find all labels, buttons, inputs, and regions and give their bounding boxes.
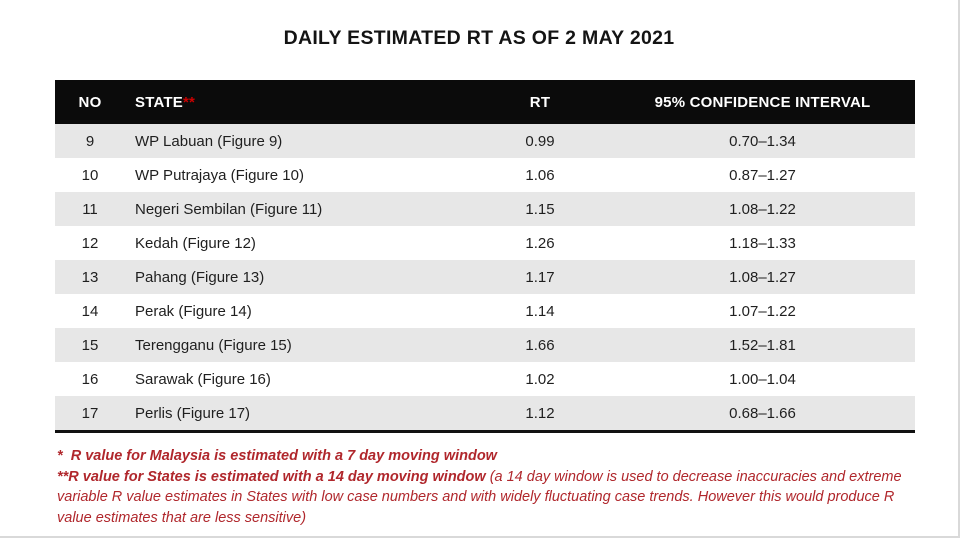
cell-state: Sarawak (Figure 16) [135, 370, 271, 388]
cell-rt: 1.15 [525, 200, 555, 218]
cell-rt: 1.06 [525, 166, 555, 184]
cell-ci: 0.70–1.34 [729, 132, 796, 150]
table-row: 9 WP Labuan (Figure 9) 0.99 0.70–1.34 [55, 124, 915, 158]
footnote-states: **R value for States is estimated with a… [57, 467, 909, 529]
cell-no: 16 [81, 370, 99, 388]
cell-rt: 1.12 [525, 404, 555, 422]
cell-ci: 0.87–1.27 [729, 166, 796, 184]
cell-state: Kedah (Figure 12) [135, 234, 256, 252]
table-row: 15 Terengganu (Figure 15) 1.66 1.52–1.81 [55, 328, 915, 362]
footnote-states-bold: **R value for States is estimated with a… [57, 468, 486, 485]
footnote-states-rest: (a 14 day window is used to decrease ina… [57, 468, 902, 526]
cell-state: Terengganu (Figure 15) [135, 336, 292, 354]
cell-rt: 0.99 [525, 132, 555, 150]
cell-ci: 0.68–1.66 [729, 404, 796, 422]
cell-ci: 1.00–1.04 [729, 370, 796, 388]
cell-rt: 1.17 [525, 268, 555, 286]
table-row: 16 Sarawak (Figure 16) 1.02 1.00–1.04 [55, 362, 915, 396]
cell-state: Pahang (Figure 13) [135, 268, 265, 286]
cell-rt: 1.02 [525, 370, 555, 388]
cell-ci: 1.18–1.33 [729, 234, 796, 252]
rt-table-container: NO STATE** RT 95% CONFIDENCE INTERVAL 9 … [55, 80, 915, 433]
cell-no: 13 [81, 268, 99, 286]
cell-no: 11 [82, 200, 98, 218]
cell-rt: 1.26 [525, 234, 555, 252]
cell-ci: 1.08–1.27 [729, 268, 796, 286]
cell-ci: 1.08–1.22 [729, 200, 796, 218]
table-row: 14 Perak (Figure 14) 1.14 1.07–1.22 [55, 294, 915, 328]
header-state: STATE** [125, 80, 470, 124]
header-state-asterisks: ** [182, 93, 196, 111]
cell-rt: 1.66 [525, 336, 555, 354]
cell-no: 15 [81, 336, 99, 354]
cell-state: Negeri Sembilan (Figure 11) [135, 200, 323, 218]
table-row: 17 Perlis (Figure 17) 1.12 0.68–1.66 [55, 396, 915, 432]
table-row: 10 WP Putrajaya (Figure 10) 1.06 0.87–1.… [55, 158, 915, 192]
footnote-malaysia: * R value for Malaysia is estimated with… [57, 448, 497, 464]
table-row: 11 Negeri Sembilan (Figure 11) 1.15 1.08… [55, 192, 915, 226]
cell-state: WP Putrajaya (Figure 10) [135, 166, 304, 184]
table-row: 13 Pahang (Figure 13) 1.17 1.08–1.27 [55, 260, 915, 294]
cell-no: 14 [81, 302, 99, 320]
header-ci: 95% CONFIDENCE INTERVAL [610, 80, 915, 124]
cell-no: 12 [81, 234, 99, 252]
cell-ci: 1.07–1.22 [729, 302, 796, 320]
cell-ci: 1.52–1.81 [729, 336, 796, 354]
table-header: NO STATE** RT 95% CONFIDENCE INTERVAL [55, 80, 915, 124]
table-row: 12 Kedah (Figure 12) 1.26 1.18–1.33 [55, 226, 915, 260]
cell-no: 9 [85, 132, 95, 150]
header-rt: RT [470, 80, 610, 124]
cell-no: 10 [81, 166, 99, 184]
footnotes: * R value for Malaysia is estimated with… [57, 446, 909, 528]
cell-state: Perak (Figure 14) [135, 302, 252, 320]
page-title: DAILY ESTIMATED RT AS OF 2 MAY 2021 [283, 27, 675, 49]
cell-rt: 1.14 [525, 302, 555, 320]
header-no: NO [55, 80, 125, 124]
cell-state: WP Labuan (Figure 9) [135, 132, 283, 150]
cell-state: Perlis (Figure 17) [135, 404, 251, 422]
cell-no: 17 [81, 404, 99, 422]
header-state-label: STATE [135, 93, 183, 111]
table-body: 9 WP Labuan (Figure 9) 0.99 0.70–1.34 10… [55, 124, 915, 432]
rt-table: NO STATE** RT 95% CONFIDENCE INTERVAL 9 … [55, 80, 915, 433]
header-row: NO STATE** RT 95% CONFIDENCE INTERVAL [55, 80, 915, 124]
